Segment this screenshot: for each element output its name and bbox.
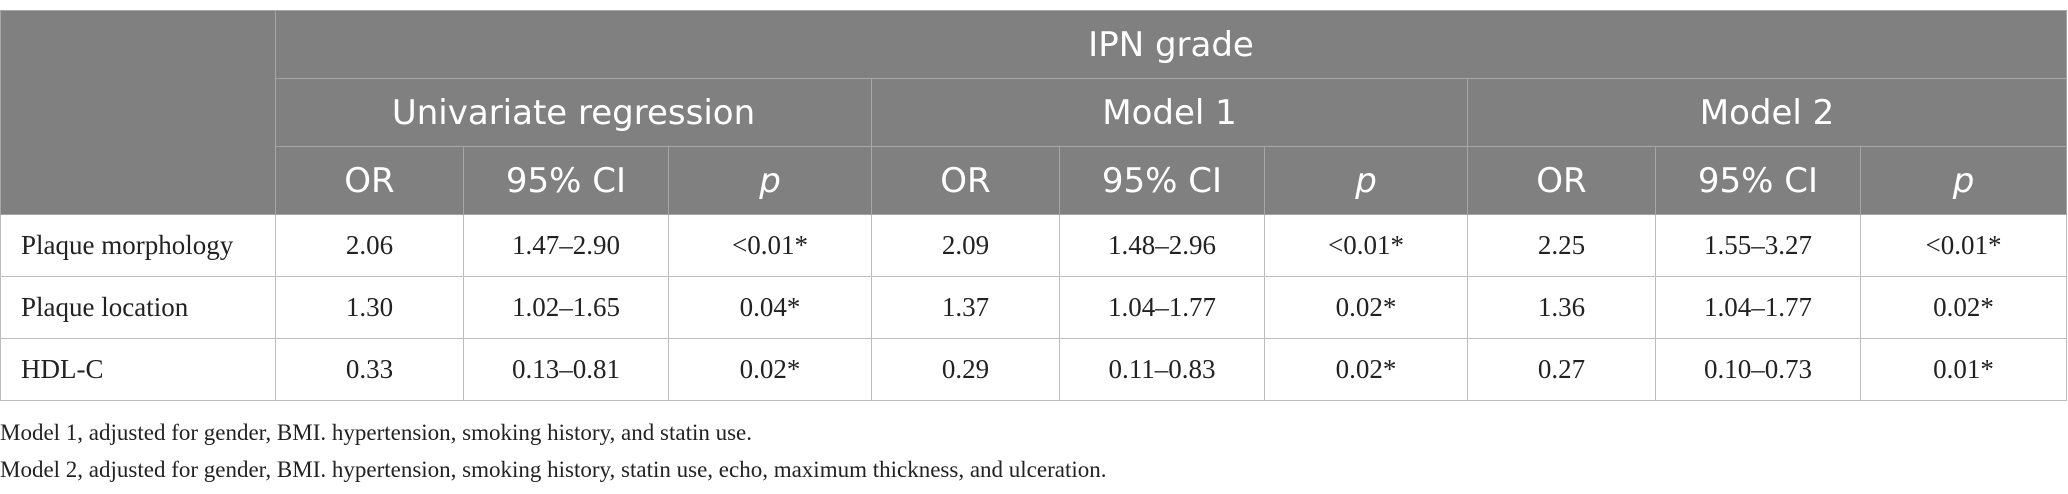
- cell-ci: 1.47–2.90: [463, 214, 669, 277]
- table-row: Plaque morphology 2.06 1.47–2.90 <0.01* …: [0, 214, 2068, 277]
- cell-p: <0.01*: [1859, 214, 2068, 277]
- corner-header-cell: [0, 10, 276, 215]
- cell-ci: 0.10–0.73: [1655, 338, 1861, 401]
- ipn-grade-header: IPN grade: [274, 10, 2068, 79]
- cell-ci: 1.02–1.65: [463, 276, 669, 339]
- group-header-univariate: Univariate regression: [275, 78, 872, 147]
- cell-or: 1.37: [871, 276, 1060, 339]
- col-header-or: OR: [1467, 146, 1656, 215]
- cell-or: 0.33: [275, 338, 464, 401]
- cell-p: 0.02*: [668, 338, 872, 401]
- cell-ci: 1.04–1.77: [1059, 276, 1265, 339]
- cell-p: 0.02*: [1859, 276, 2068, 339]
- cell-ci: 0.11–0.83: [1059, 338, 1265, 401]
- cell-or: 1.36: [1467, 276, 1656, 339]
- cell-ci: 0.13–0.81: [463, 338, 669, 401]
- cell-or: 2.25: [1467, 214, 1656, 277]
- cell-p: 0.02*: [1264, 276, 1468, 339]
- cell-or: 1.30: [275, 276, 464, 339]
- footnote-model2: Model 2, adjusted for gender, BMI. hyper…: [0, 457, 1107, 482]
- cell-p: 0.02*: [1264, 338, 1468, 401]
- row-label: Plaque morphology: [0, 214, 276, 277]
- group-header-model2: Model 2: [1466, 78, 2068, 147]
- col-header-p: p: [1859, 146, 2068, 215]
- regression-table: IPN grade Univariate regression Model 1 …: [0, 10, 2068, 401]
- col-header-ci: 95% CI: [1655, 146, 1861, 215]
- row-label: HDL-C: [0, 338, 276, 401]
- col-header-p: p: [668, 146, 872, 215]
- footnote-model1: Model 1, adjusted for gender, BMI. hyper…: [0, 420, 753, 445]
- cell-or: 0.27: [1467, 338, 1656, 401]
- col-header-p: p: [1264, 146, 1468, 215]
- cell-or: 0.29: [871, 338, 1060, 401]
- cell-p: <0.01*: [668, 214, 872, 277]
- table-row: HDL-C 0.33 0.13–0.81 0.02* 0.29 0.11–0.8…: [0, 338, 2068, 401]
- col-header-ci: 95% CI: [463, 146, 669, 215]
- cell-p: 0.04*: [668, 276, 872, 339]
- cell-ci: 1.55–3.27: [1655, 214, 1861, 277]
- col-header-ci: 95% CI: [1059, 146, 1265, 215]
- group-header-model1: Model 1: [871, 78, 1468, 147]
- cell-ci: 1.04–1.77: [1655, 276, 1861, 339]
- col-header-or: OR: [871, 146, 1060, 215]
- cell-p: 0.01*: [1859, 338, 2068, 401]
- col-header-or: OR: [275, 146, 464, 215]
- cell-or: 2.09: [871, 214, 1060, 277]
- table-footnotes: Model 1, adjusted for gender, BMI. hyper…: [0, 414, 1107, 488]
- cell-ci: 1.48–2.96: [1059, 214, 1265, 277]
- cell-p: <0.01*: [1264, 214, 1468, 277]
- cell-or: 2.06: [275, 214, 464, 277]
- row-label: Plaque location: [0, 276, 276, 339]
- table-row: Plaque location 1.30 1.02–1.65 0.04* 1.3…: [0, 276, 2068, 339]
- results-table-container: IPN grade Univariate regression Model 1 …: [0, 10, 2068, 401]
